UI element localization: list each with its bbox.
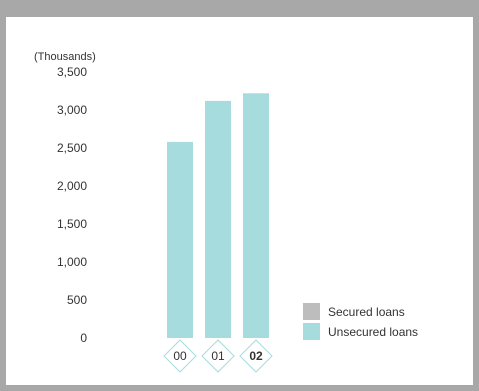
y-tick-label: 1,000 bbox=[57, 255, 87, 269]
legend: Secured loans Unsecured loans bbox=[303, 303, 418, 340]
bar-unsecured-02 bbox=[243, 93, 269, 338]
category-marker-00 bbox=[163, 339, 197, 373]
bar-unsecured-00 bbox=[167, 141, 193, 338]
y-tick-label: 3,500 bbox=[57, 65, 87, 79]
category-markers: 00 01 02 bbox=[163, 339, 273, 373]
bar-unsecured-01 bbox=[205, 100, 231, 338]
legend-label-unsecured: Unsecured loans bbox=[328, 325, 418, 339]
category-label-02: 02 bbox=[249, 349, 263, 363]
y-tick-label: 3,000 bbox=[57, 103, 87, 117]
y-tick-label: 0 bbox=[80, 331, 87, 345]
y-axis-ticks: 0 500 1,000 1,500 2,000 2,500 3,000 3,500 bbox=[57, 65, 87, 345]
legend-swatch-secured bbox=[303, 303, 320, 320]
category-marker-01 bbox=[201, 339, 235, 373]
y-tick-label: 1,500 bbox=[57, 217, 87, 231]
bars bbox=[167, 93, 269, 338]
legend-label-secured: Secured loans bbox=[328, 305, 405, 319]
category-label-01: 01 bbox=[211, 349, 225, 363]
legend-swatch-unsecured bbox=[303, 323, 320, 340]
y-axis-unit-label: (Thousands) bbox=[34, 51, 96, 63]
y-tick-label: 2,000 bbox=[57, 179, 87, 193]
y-tick-label: 500 bbox=[67, 293, 87, 307]
category-marker-02 bbox=[239, 339, 273, 373]
category-label-00: 00 bbox=[173, 349, 187, 363]
y-tick-label: 2,500 bbox=[57, 141, 87, 155]
